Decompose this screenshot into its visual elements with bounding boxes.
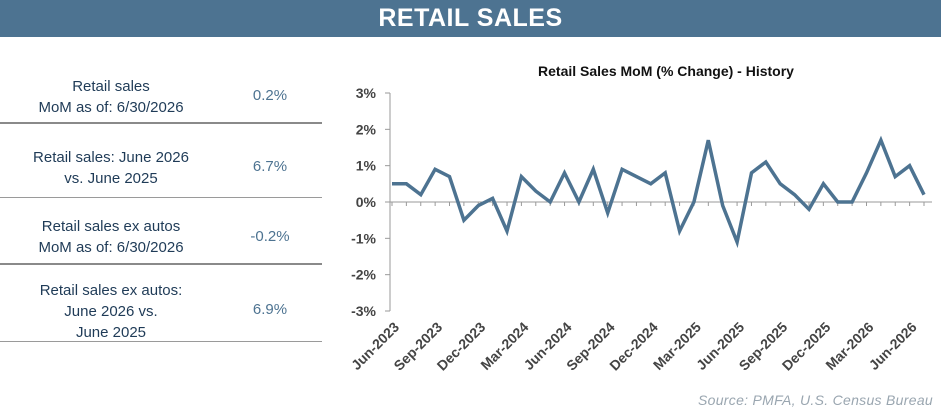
stat-label-line: vs. June 2025 [64,170,158,187]
stat-label-line: June 2025 [75,324,147,341]
y-tick-label: -2% [351,267,376,283]
stat-label-line: Retail sales ex autos [41,218,181,235]
x-axis: Jun-2023Sep-2023Dec-2023Mar-2024Jun-2024… [348,201,932,374]
y-tick-label: 0% [356,194,377,210]
chart-title: Retail Sales MoM (% Change) - History [538,63,794,79]
stat-label: Retail sales MoM as of: 6/30/2026 [0,76,222,118]
x-tick-label: Jun-2026 [866,319,920,373]
series-line [392,135,926,249]
stat-label-line: Retail sales: June 2026 [33,149,189,166]
stat-label-line: Retail sales ex autos: [39,282,183,299]
stat-label: Retail sales ex autos: June 2026 vs. Jun… [0,280,222,343]
y-tick-label: 2% [356,121,377,137]
y-tick-label: 1% [356,158,377,174]
divider [0,122,322,124]
page-title: RETAIL SALES [0,0,941,37]
stat-label-line: MoM as of: 6/30/2026 [38,99,184,116]
stat-label: Retail sales: June 2026 vs. June 2025 [0,147,222,189]
stat-label-line: Retail sales [72,78,150,95]
line-chart: Retail Sales MoM (% Change) - History 3%… [348,63,932,374]
stat-label-line: June 2026 vs. [64,303,158,320]
stat-value: 0.2% [252,87,288,104]
y-tick-label: -3% [351,303,376,319]
y-tick-label: 3% [356,85,377,101]
stat-value: -0.2% [250,228,290,245]
divider [0,341,322,342]
y-axis: 3% 2% 1% 0% -1% -2% -3% [351,85,391,319]
divider [0,263,322,265]
y-tick-label: -1% [351,230,376,246]
series-group [392,135,926,249]
stat-label: Retail sales ex autos MoM as of: 6/30/20… [0,216,222,258]
stat-value: 6.7% [252,158,288,175]
stat-label-line: MoM as of: 6/30/2026 [38,239,184,256]
source-note: Source: PMFA, U.S. Census Bureau [698,392,933,408]
stat-value: 6.9% [252,301,288,318]
divider [0,197,322,198]
